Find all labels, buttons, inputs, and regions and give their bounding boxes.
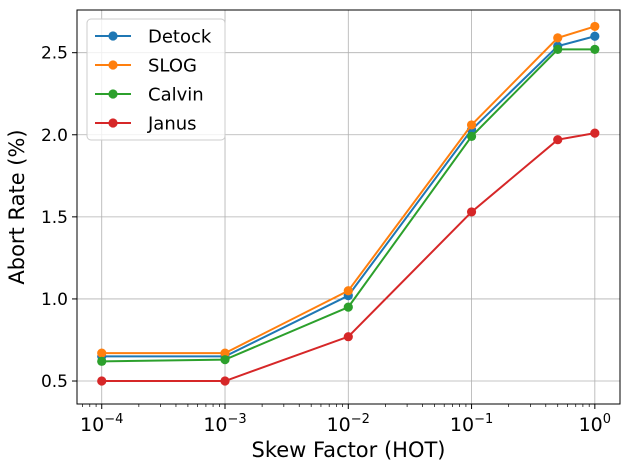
data-point-detock <box>590 31 600 41</box>
data-point-calvin <box>590 44 600 55</box>
data-point-janus <box>466 207 477 217</box>
y-tick-label: 0.5 <box>41 372 68 392</box>
series-line-calvin <box>101 48 595 363</box>
x-tick-label: 10−3 <box>203 412 246 436</box>
data-point-calvin <box>97 356 107 366</box>
legend-label-slog: SLOG <box>148 56 197 77</box>
y-tick-label: 1.0 <box>41 290 68 310</box>
data-point-slog <box>343 286 353 296</box>
series-line-janus <box>101 132 596 383</box>
series-line-detock <box>101 35 596 358</box>
series-layer <box>97 21 600 386</box>
data-point-calvin <box>343 302 353 312</box>
axis-ticks: 10−4 10−3 10−2 10−1 100 0.5 1.0 1.5 2.0 2.5 <box>41 44 611 436</box>
series-calvin <box>97 44 600 366</box>
legend-marker-calvin <box>108 89 118 99</box>
data-point-calvin <box>220 355 230 365</box>
legend-marker-detock <box>108 31 118 41</box>
data-point-janus <box>97 376 107 386</box>
legend-label-detock: Detock <box>148 27 212 48</box>
legend-marker-janus <box>108 118 118 128</box>
series-line-slog <box>101 25 596 355</box>
series-slog <box>97 21 600 358</box>
legend-box <box>86 18 226 141</box>
x-axis-label: Skew Factor (HOT) <box>251 438 445 462</box>
data-point-slog <box>97 348 107 358</box>
legend-label-calvin: Calvin <box>148 85 204 106</box>
series-janus <box>97 128 600 386</box>
legend: Detock SLOG Calvin Janus <box>86 18 226 141</box>
legend-marker-slog <box>108 60 118 70</box>
y-tick-label: 2.0 <box>41 126 68 146</box>
legend-item-slog: SLOG <box>95 56 197 77</box>
y-axis-label: Abort Rate (%) <box>5 129 29 284</box>
x-tick-label: 10−4 <box>80 412 123 436</box>
x-tick-label: 10−2 <box>327 412 370 436</box>
data-point-slog <box>553 33 563 43</box>
data-point-janus <box>553 135 563 145</box>
data-point-calvin <box>553 44 563 55</box>
legend-label-janus: Janus <box>147 114 197 135</box>
y-tick-label: 1.5 <box>41 208 68 228</box>
data-point-calvin <box>466 131 477 142</box>
data-point-slog <box>590 21 600 32</box>
x-tick-label: 100 <box>579 412 611 436</box>
legend-item-janus: Janus <box>95 114 197 135</box>
legend-item-detock: Detock <box>95 27 212 48</box>
y-tick-label: 2.5 <box>41 44 68 64</box>
data-point-janus <box>220 376 230 386</box>
data-point-slog <box>466 120 477 130</box>
x-tick-label: 10−1 <box>450 412 493 436</box>
data-point-slog <box>220 348 230 358</box>
legend-item-calvin: Calvin <box>95 85 204 106</box>
data-point-janus <box>343 332 353 342</box>
data-point-janus <box>590 128 600 138</box>
